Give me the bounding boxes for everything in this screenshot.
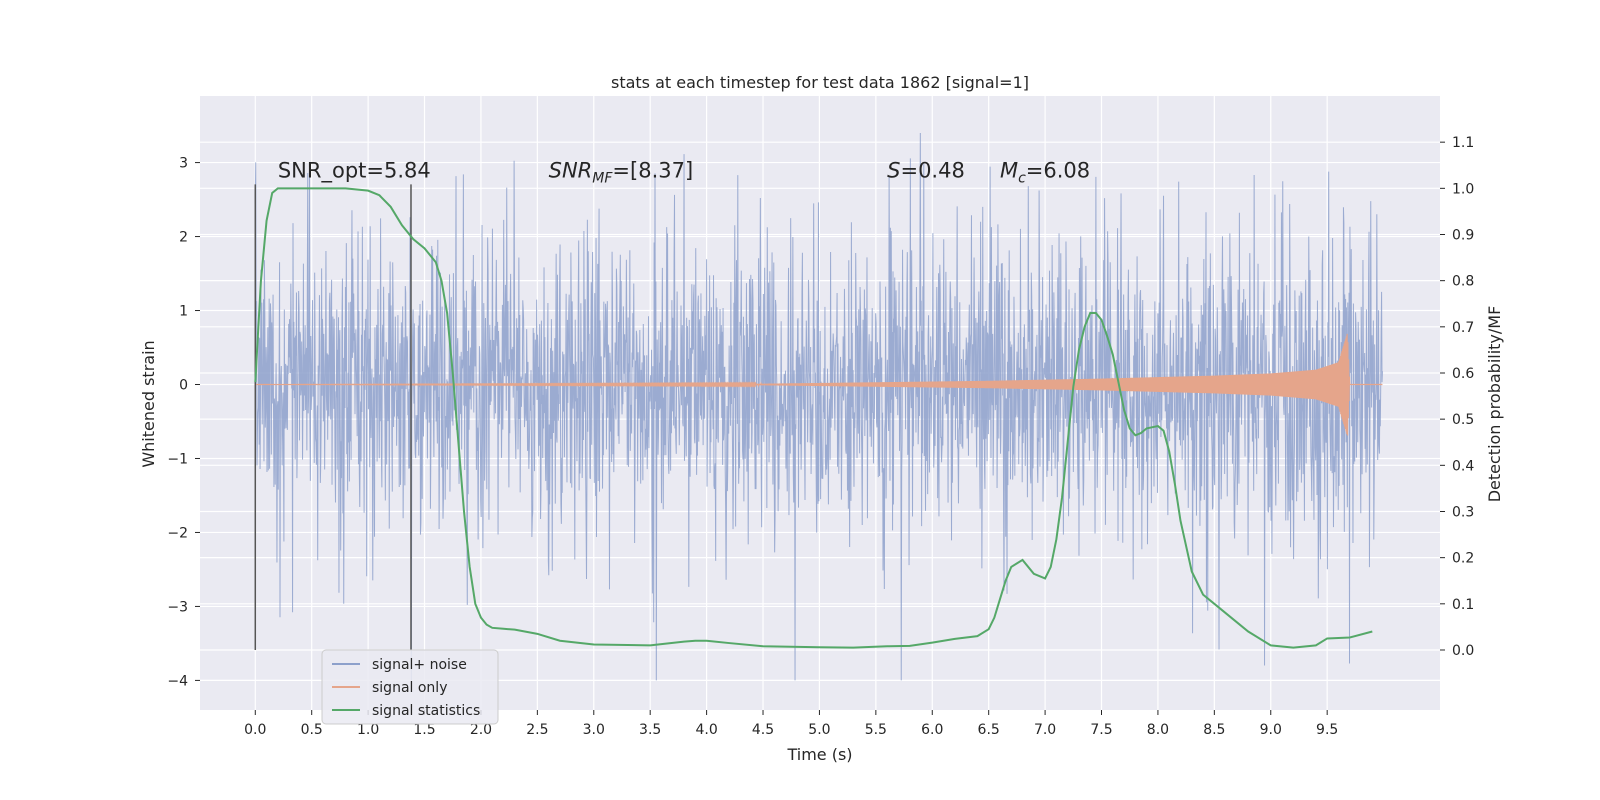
y-right-tick-label: 0.8 bbox=[1452, 274, 1474, 290]
x-tick-label: 9.0 bbox=[1260, 722, 1282, 738]
y-left-tick-label: 1 bbox=[179, 304, 188, 320]
annotation-text: Mc=6.08 bbox=[1000, 158, 1090, 186]
x-tick-label: 2.5 bbox=[526, 722, 548, 738]
chart-title: stats at each timestep for test data 186… bbox=[611, 73, 1029, 92]
y-axis-left-ticks: −4 −3 −2 −1 0 1 2 3 bbox=[167, 156, 200, 689]
x-tick-label: 0.0 bbox=[244, 722, 266, 738]
series-signal-statistics bbox=[254, 187, 1373, 649]
legend-box bbox=[321, 649, 499, 725]
x-tick-label: 7.0 bbox=[1034, 722, 1056, 738]
legend-label-signal-only: signal only bbox=[372, 680, 447, 696]
y-left-tick-label: −4 bbox=[167, 673, 188, 689]
vertical-markers bbox=[254, 184, 412, 650]
y-right-tick-label: 1.1 bbox=[1452, 135, 1474, 151]
y-right-tick-label: 0.9 bbox=[1452, 227, 1474, 243]
x-tick-label: 7.5 bbox=[1090, 722, 1112, 738]
y-right-tick-label: 1.0 bbox=[1452, 181, 1474, 197]
y-right-tick-label: 0.4 bbox=[1452, 458, 1474, 474]
signal-statistics-line bbox=[254, 187, 1373, 649]
y-left-tick-label: −2 bbox=[167, 525, 188, 541]
y-left-tick-label: 3 bbox=[179, 156, 188, 172]
x-tick-label: 8.5 bbox=[1203, 722, 1225, 738]
y-right-tick-label: 0.2 bbox=[1452, 551, 1474, 567]
annotation-text: SNRMF=[8.37] bbox=[549, 158, 694, 186]
x-tick-label: 4.5 bbox=[752, 722, 774, 738]
signal-plus-noise-line bbox=[254, 132, 1383, 681]
annotations: SNR_opt=5.84 SNRMF=[8.37] S=0.48 Mc=6.08 bbox=[278, 158, 1090, 186]
x-axis-ticks: 0.0 0.5 1.0 1.5 2.0 2.5 3.0 3.5 4.0 4.5 5.0 5.5 6.0 6… bbox=[244, 710, 1338, 738]
y-left-tick-label: −3 bbox=[167, 599, 188, 615]
signal-only-line bbox=[255, 333, 1383, 436]
x-tick-label: 1.5 bbox=[413, 722, 435, 738]
legend-label-signal-plus-noise: signal+ noise bbox=[372, 657, 467, 673]
x-tick-label: 8.0 bbox=[1147, 722, 1169, 738]
y-right-tick-label: 0.0 bbox=[1452, 643, 1474, 659]
y-right-tick-label: 0.5 bbox=[1452, 412, 1474, 428]
y-right-tick-label: 0.7 bbox=[1452, 320, 1474, 336]
y-axis-right-ticks: 0.0 0.1 0.2 0.3 0.4 0.5 0.6 0.7 0.8 0.9 1.0 1.1 bbox=[1440, 135, 1474, 659]
x-tick-label: 1.0 bbox=[357, 722, 379, 738]
series-signal-only bbox=[255, 333, 1383, 436]
y-left-tick-label: 2 bbox=[179, 230, 188, 246]
legend: signal+ noise signal only signal statist… bbox=[321, 649, 499, 725]
series-signal-plus-noise bbox=[254, 132, 1383, 681]
x-tick-label: 2.0 bbox=[470, 722, 492, 738]
x-tick-label: 6.0 bbox=[921, 722, 943, 738]
y-right-tick-label: 0.6 bbox=[1452, 366, 1474, 382]
legend-label-signal-statistics: signal statistics bbox=[372, 703, 480, 719]
x-tick-label: 5.0 bbox=[808, 722, 830, 738]
x-tick-label: 0.5 bbox=[301, 722, 323, 738]
x-tick-label: 4.0 bbox=[695, 722, 717, 738]
x-axis-label: Time (s) bbox=[786, 745, 852, 764]
annotation-text: S=0.48 bbox=[887, 158, 965, 182]
x-tick-label: 6.5 bbox=[978, 722, 1000, 738]
annotation-text: SNR_opt=5.84 bbox=[278, 158, 431, 183]
y-right-tick-label: 0.3 bbox=[1452, 504, 1474, 520]
x-tick-label: 9.5 bbox=[1316, 722, 1338, 738]
y-left-tick-label: 0 bbox=[179, 378, 188, 394]
x-tick-label: 5.5 bbox=[865, 722, 887, 738]
y-axis-left-label: Whitened strain bbox=[139, 340, 158, 467]
x-tick-label: 3.0 bbox=[583, 722, 605, 738]
y-axis-right-label: Detection probability/MF bbox=[1485, 306, 1504, 503]
y-right-tick-label: 0.1 bbox=[1452, 597, 1474, 613]
y-left-tick-label: −1 bbox=[167, 451, 188, 467]
x-tick-label: 3.5 bbox=[639, 722, 661, 738]
